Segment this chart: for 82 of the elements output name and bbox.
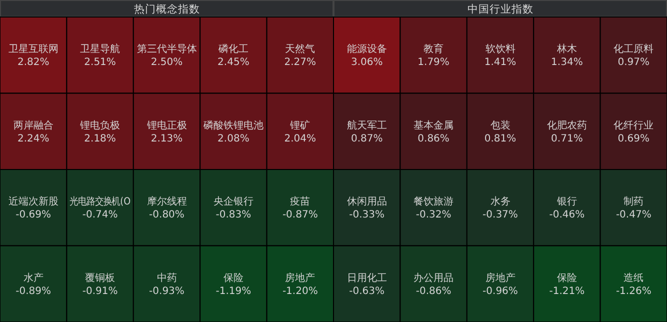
category-label: 能源设备	[346, 43, 387, 56]
data-label: -0.87%	[282, 210, 318, 221]
category-label: 包装	[490, 119, 510, 132]
data-label: -1.21%	[549, 286, 585, 297]
data-label: -0.86%	[416, 286, 452, 297]
category-label: 制药	[624, 196, 644, 208]
category-label: 化纤行业	[614, 119, 654, 132]
category-label: 林木	[556, 43, 577, 56]
data-label: -0.46%	[549, 210, 585, 221]
category-label: 近端次新股	[8, 196, 58, 208]
category-label: 水产	[23, 272, 44, 284]
data-label: 1.34%	[551, 57, 583, 68]
data-label: 2.50%	[150, 57, 183, 68]
category-label: 造纸	[624, 272, 644, 284]
data-label: 2.24%	[17, 133, 50, 144]
data-label: -0.33%	[349, 210, 385, 221]
data-label: -0.80%	[149, 210, 184, 221]
category-label: 餐饮旅游	[414, 196, 454, 208]
data-label: -0.93%	[149, 286, 184, 297]
data-label: 0.97%	[618, 57, 650, 68]
data-label: -0.91%	[82, 286, 118, 297]
data-label: -1.20%	[282, 286, 318, 297]
category-label: 中药	[156, 272, 177, 284]
category-label: 教育	[424, 43, 444, 56]
data-label: -0.63%	[349, 286, 385, 297]
data-label: 0.81%	[484, 133, 516, 144]
data-label: -0.47%	[616, 210, 652, 221]
data-label: -1.26%	[616, 286, 652, 297]
category-label: 锂电负极	[79, 119, 120, 132]
data-label: 1.79%	[418, 57, 450, 68]
category-label: 锂电正极	[146, 119, 187, 132]
category-label: 保险	[556, 272, 577, 284]
category-label: 日用化工	[346, 272, 387, 284]
category-label: 软饮料	[485, 43, 516, 56]
category-label: 磷化工	[217, 43, 248, 56]
category-label: 天然气	[285, 43, 316, 56]
category-label: 卫星互联网	[8, 43, 58, 56]
category-label: 覆铜板	[85, 272, 116, 284]
data-label: 0.86%	[418, 133, 450, 144]
category-label: 第三代半导体	[136, 43, 197, 56]
data-label: -0.37%	[482, 210, 518, 221]
data-label: 0.87%	[350, 133, 383, 144]
data-label: 2.18%	[84, 133, 116, 144]
category-label: 疫苗	[290, 196, 310, 208]
data-label: 1.41%	[484, 57, 516, 68]
data-label: 2.04%	[284, 133, 316, 144]
category-label: 保险	[223, 272, 244, 284]
data-label: 2.51%	[84, 57, 116, 68]
category-label: 基本金属	[414, 119, 454, 132]
data-label: -0.32%	[416, 210, 452, 221]
category-label: 休闲用品	[346, 196, 387, 208]
data-label: -0.89%	[16, 286, 52, 297]
category-label: 水务	[490, 196, 510, 208]
data-label: 2.08%	[218, 133, 250, 144]
data-label: 2.45%	[218, 57, 250, 68]
data-label: 0.71%	[551, 133, 583, 144]
data-label: 2.82%	[17, 57, 50, 68]
category-label: 航天军工	[346, 119, 387, 132]
category-label: 磷酸铁锂电池	[202, 119, 264, 132]
data-label: 0.69%	[618, 133, 650, 144]
category-label: 央企银行	[213, 196, 254, 208]
data-label: -0.74%	[82, 210, 118, 221]
category-label: 房地产	[485, 272, 516, 284]
data-label: -0.83%	[216, 210, 252, 221]
category-label: 银行	[556, 196, 577, 208]
category-label: 两岸融合	[13, 119, 54, 132]
category-label: 卫星导航	[80, 43, 120, 56]
category-label: 办公用品	[414, 272, 454, 284]
data-label: -1.19%	[216, 286, 252, 297]
data-label: 2.27%	[284, 57, 316, 68]
category-label: 化肥农药	[546, 119, 587, 132]
text: 中国行业指数	[467, 2, 534, 16]
category-label: 化工原料	[614, 43, 654, 56]
data-label: -0.69%	[16, 210, 52, 221]
data-label: 3.06%	[350, 57, 383, 68]
data-label: -0.96%	[482, 286, 518, 297]
category-label: 摩尔线程	[146, 196, 187, 208]
data-label: 2.13%	[150, 133, 183, 144]
category-label: 光电路交换机(O	[70, 196, 131, 208]
category-label: 锂矿	[289, 119, 310, 132]
text: 热门概念指数	[134, 2, 200, 16]
category-label: 房地产	[285, 272, 316, 284]
